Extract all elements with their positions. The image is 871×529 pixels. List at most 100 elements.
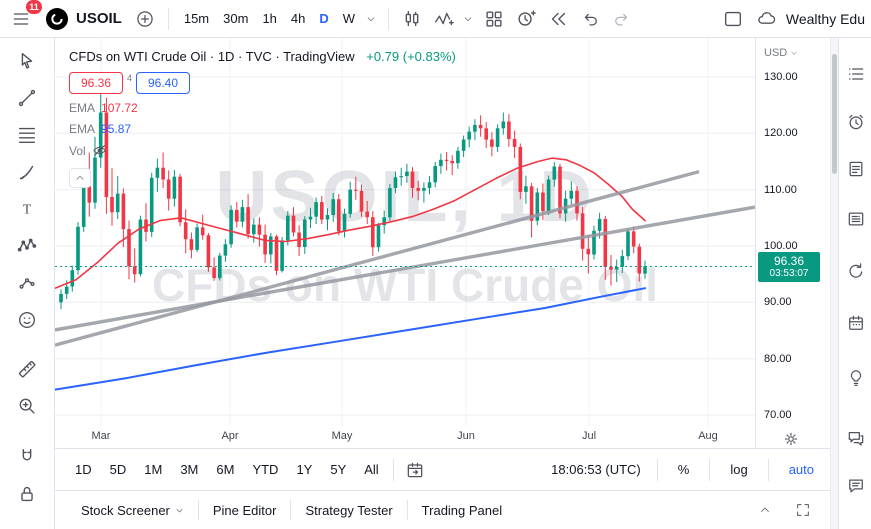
- trend-line-tool-button[interactable]: [10, 83, 44, 113]
- legend-collapse-button[interactable]: [69, 168, 91, 188]
- timeframe-w[interactable]: W: [336, 7, 362, 30]
- tab-stock-screener[interactable]: Stock Screener: [67, 497, 198, 524]
- chart-pane[interactable]: USOIL, 1D CFDs on WTI Crude Oil CFDs on W…: [55, 38, 755, 448]
- single-layout-icon: [724, 11, 741, 26]
- measure-tool-button[interactable]: [10, 354, 44, 384]
- timeframe-4h[interactable]: 4h: [284, 7, 312, 30]
- chart-type-button[interactable]: [397, 4, 427, 34]
- pattern-tool-button[interactable]: [10, 231, 44, 261]
- calendar-button[interactable]: [842, 309, 869, 336]
- tab-strategy-tester[interactable]: Strategy Tester: [291, 497, 406, 524]
- indicators-dropdown-button[interactable]: [459, 4, 477, 34]
- chat-bubbles-icon: [848, 431, 863, 446]
- layout-name-button[interactable]: Wealthy Edu: [785, 10, 865, 27]
- details-button[interactable]: [842, 155, 869, 182]
- candlestick-chart[interactable]: USOIL, 1D CFDs on WTI Crude Oil: [55, 38, 755, 426]
- cloud-save-button[interactable]: [752, 4, 782, 34]
- range-1m[interactable]: 1M: [136, 458, 170, 481]
- range-1d[interactable]: 1D: [67, 458, 100, 481]
- create-alert-button[interactable]: [511, 4, 541, 34]
- scrollbar-thumb[interactable]: [832, 54, 837, 174]
- price-scale-label: 130.00: [764, 71, 798, 83]
- lock-drawings-button[interactable]: [10, 479, 44, 509]
- cursor-tool-button[interactable]: [10, 46, 44, 76]
- cursor-icon: [21, 52, 33, 69]
- volume-legend[interactable]: Vol: [69, 143, 456, 158]
- percent-scale-button[interactable]: %: [674, 460, 694, 479]
- timeframe-1h[interactable]: 1h: [255, 7, 283, 30]
- main-menu-button[interactable]: 11: [6, 0, 42, 34]
- timeframe-15m[interactable]: 15m: [177, 7, 216, 30]
- panel-collapse-button[interactable]: [750, 495, 780, 525]
- symbol-button[interactable]: USOIL: [76, 10, 122, 27]
- layout-select-button[interactable]: [718, 4, 748, 34]
- indicator-templates-button[interactable]: [479, 4, 509, 34]
- undo-arrow-icon: [584, 13, 597, 25]
- ema-fast-legend[interactable]: EMA 107.72: [69, 101, 456, 115]
- svg-text:T: T: [23, 202, 32, 217]
- volume-label: Vol: [69, 143, 86, 158]
- public-chat-button[interactable]: [842, 472, 869, 499]
- log-scale-button[interactable]: log: [726, 460, 751, 479]
- replay-rewind-icon: [551, 12, 566, 25]
- ema-slow-value: 95.87: [101, 122, 132, 136]
- watchlist-button[interactable]: [842, 60, 869, 87]
- symbol-description[interactable]: CFDs on WTI Crude Oil · 1D · TVC · Tradi…: [69, 49, 456, 64]
- scrollbar[interactable]: [830, 38, 838, 529]
- redo-button[interactable]: [607, 4, 637, 34]
- timeframe-dropdown-button[interactable]: [362, 4, 380, 34]
- price-scale[interactable]: USD 130.00 120.00 110.00 100.00 90.00 80.00 70…: [755, 38, 830, 448]
- compare-add-symbol-button[interactable]: [130, 4, 160, 34]
- time-axis[interactable]: Mar Apr May Jun Jul Aug: [55, 426, 755, 448]
- news-button[interactable]: [842, 205, 869, 232]
- svg-text:USOIL, 1D: USOIL, 1D: [215, 157, 594, 237]
- ideas-button[interactable]: [842, 364, 869, 391]
- data-window-refresh-button[interactable]: [842, 257, 869, 284]
- timeframe-30m[interactable]: 30m: [216, 7, 255, 30]
- brush-tool-button[interactable]: [10, 157, 44, 187]
- price-scale-label: 120.00: [764, 127, 798, 139]
- sell-bid-button[interactable]: 96.36: [69, 72, 123, 94]
- widget-sidebar: [838, 38, 871, 529]
- chevron-down-icon: [464, 16, 472, 21]
- ema-fast-value: 107.72: [101, 101, 138, 115]
- chart-settings-gear-icon[interactable]: [782, 430, 800, 448]
- emoji-tool-button[interactable]: [10, 305, 44, 335]
- buy-ask-button[interactable]: 96.40: [136, 72, 191, 94]
- legend-meta: · 1D · TVC · TradingView: [209, 49, 355, 64]
- bottom-panel: Stock Screener Pine Editor Strategy Tester…: [55, 490, 830, 529]
- tab-label: Pine Editor: [212, 502, 277, 518]
- auto-scale-button[interactable]: auto: [785, 460, 818, 479]
- calendar-icon: [848, 315, 863, 330]
- forecast-tool-button[interactable]: [10, 268, 44, 298]
- range-1y[interactable]: 1Y: [288, 458, 320, 481]
- alerts-button[interactable]: [842, 108, 869, 135]
- undo-button[interactable]: [575, 4, 605, 34]
- utc-clock[interactable]: 18:06:53 (UTC): [551, 462, 641, 477]
- chat-button[interactable]: [842, 424, 869, 451]
- range-all[interactable]: All: [356, 458, 386, 481]
- range-ytd[interactable]: YTD: [244, 458, 286, 481]
- tab-label: Trading Panel: [421, 502, 503, 518]
- bar-replay-button[interactable]: [543, 4, 573, 34]
- zoom-tool-button[interactable]: [10, 391, 44, 421]
- timeframe-group: 15m 30m 1h 4h D W: [177, 7, 362, 30]
- timeframe-d[interactable]: D: [312, 7, 335, 30]
- indicators-button[interactable]: [429, 4, 459, 34]
- fib-retracement-tool-button[interactable]: [10, 120, 44, 150]
- range-3m[interactable]: 3M: [172, 458, 206, 481]
- lightbulb-icon: [850, 369, 861, 386]
- range-6m[interactable]: 6M: [208, 458, 242, 481]
- panel-fullscreen-button[interactable]: [788, 495, 818, 525]
- currency-selector[interactable]: USD: [764, 47, 798, 59]
- go-to-date-button[interactable]: [400, 455, 430, 485]
- tab-pine-editor[interactable]: Pine Editor: [199, 497, 291, 524]
- eye-slash-icon[interactable]: [92, 143, 107, 158]
- range-5y[interactable]: 5Y: [322, 458, 354, 481]
- text-tool-button[interactable]: T: [10, 194, 44, 224]
- ema-slow-legend[interactable]: EMA 95.87: [69, 122, 456, 136]
- tab-trading-panel[interactable]: Trading Panel: [408, 497, 516, 524]
- magnet-tool-button[interactable]: [10, 442, 44, 472]
- range-5d[interactable]: 5D: [102, 458, 135, 481]
- alert-clock-icon: [518, 10, 536, 26]
